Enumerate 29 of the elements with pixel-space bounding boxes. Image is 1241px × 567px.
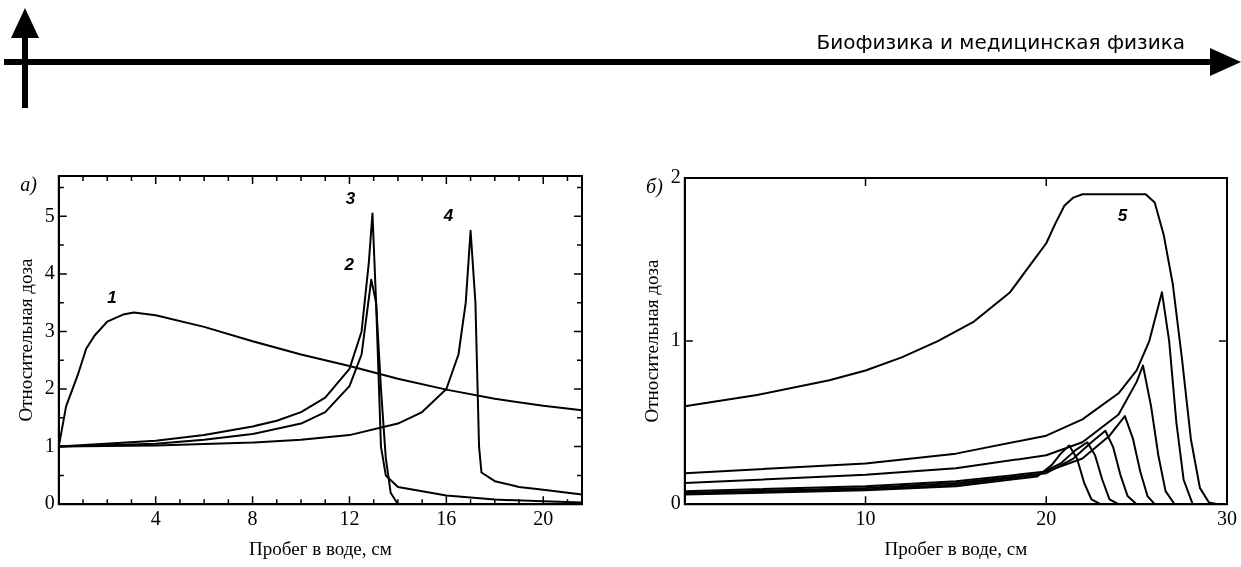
y-axis-title: Относительная доза [15,258,37,422]
series-label: 4 [442,206,454,226]
series-label: 2 [343,255,355,275]
y-tick-label: 1 [44,433,55,456]
x-tick-label: 8 [247,507,258,530]
x-tick-label: 4 [150,507,161,530]
legend-label: 3 [345,189,356,209]
y-tick-label: 2 [670,165,681,188]
series-label: 1 [107,288,117,308]
x-tick-label: 30 [1217,507,1237,530]
x-tick-label: 16 [436,507,457,530]
text: Биофизика и медицинская физика [816,30,1185,54]
chart-title: а) [20,173,38,197]
x-tick-label: 10 [855,507,876,530]
x-axis-title: Пробег в воде, см [249,537,392,559]
y-tick-label: 0 [44,491,55,514]
y-axis-title: Относительная доза [641,259,663,423]
x-tick-label: 20 [1036,507,1057,530]
x-axis-title: Пробег в воде, см [884,537,1028,559]
series-label: 5 [1117,206,1128,225]
y-tick-label: 4 [44,261,55,284]
y-tick-label: 3 [44,318,55,341]
y-tick-label: 1 [670,328,681,351]
x-tick-label: 12 [339,507,360,530]
y-tick-label: 5 [44,203,55,226]
chart-title: б) [646,175,664,199]
y-tick-label: 2 [44,376,55,399]
x-tick-label: 20 [533,507,554,530]
y-tick-label: 0 [670,491,681,514]
